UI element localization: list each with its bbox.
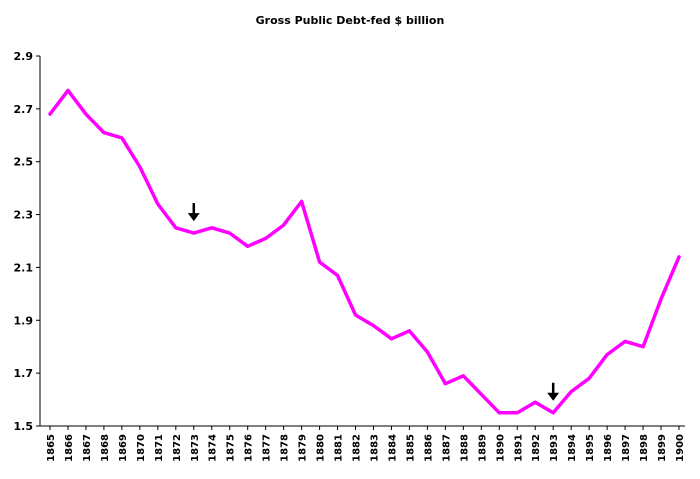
x-tick-label: 1897 bbox=[621, 434, 632, 462]
y-axis-ticks: 1.5 1.7 1.9 2.1 2.3 2.5 2.7 2.9 bbox=[14, 50, 40, 433]
y-tick-label: 1.5 bbox=[14, 420, 34, 433]
x-tick-label: 1893 bbox=[549, 434, 560, 462]
y-tick-label: 1.9 bbox=[14, 314, 34, 327]
down-arrow-annotation bbox=[187, 203, 200, 222]
x-tick-label: 1899 bbox=[657, 434, 668, 462]
x-tick-label: 1894 bbox=[567, 434, 578, 462]
x-tick-label: 1890 bbox=[495, 434, 506, 462]
x-tick-label: 1891 bbox=[513, 434, 524, 462]
x-tick-label: 1879 bbox=[298, 434, 309, 462]
x-tick-label: 1876 bbox=[244, 434, 255, 462]
x-tick-label: 1888 bbox=[459, 434, 470, 462]
x-tick-label: 1877 bbox=[262, 434, 273, 462]
x-tick-label: 1867 bbox=[82, 434, 93, 462]
x-tick-label: 1896 bbox=[603, 434, 614, 462]
x-tick-label: 1870 bbox=[136, 434, 147, 462]
series-line bbox=[48, 88, 681, 415]
y-tick-label: 2.9 bbox=[14, 50, 34, 63]
x-tick-label: 1866 bbox=[64, 434, 75, 462]
y-tick-label: 2.1 bbox=[14, 261, 34, 274]
x-tick-label: 1884 bbox=[387, 434, 398, 462]
x-tick-label: 1895 bbox=[585, 434, 596, 462]
x-tick-label: 1873 bbox=[190, 434, 201, 462]
x-tick-label: 1898 bbox=[639, 434, 650, 462]
chart-title: Gross Public Debt-fed $ billion bbox=[256, 14, 445, 27]
y-tick-label: 2.7 bbox=[14, 103, 34, 116]
x-tick-label: 1900 bbox=[675, 434, 686, 462]
x-tick-label: 1872 bbox=[172, 434, 183, 462]
x-tick-label: 1887 bbox=[441, 434, 452, 462]
x-axis-ticks: 1865 1866 1867 1868 1869 1870 1871 1872 1873 1874… bbox=[46, 426, 686, 462]
down-arrow-annotation bbox=[547, 382, 560, 401]
x-tick-label: 1883 bbox=[369, 434, 380, 462]
x-tick-label: 1869 bbox=[118, 434, 129, 462]
y-tick-label: 2.5 bbox=[14, 156, 34, 169]
x-tick-label: 1878 bbox=[280, 434, 291, 462]
y-tick-label: 1.7 bbox=[14, 367, 34, 380]
y-tick-label: 2.3 bbox=[14, 209, 34, 222]
x-tick-label: 1871 bbox=[154, 434, 165, 462]
x-tick-label: 1886 bbox=[423, 434, 434, 462]
x-tick-label: 1885 bbox=[405, 434, 416, 462]
axes bbox=[39, 56, 685, 427]
annotations bbox=[187, 203, 560, 401]
x-tick-label: 1892 bbox=[531, 434, 542, 462]
x-tick-label: 1889 bbox=[477, 434, 488, 462]
x-tick-label: 1874 bbox=[208, 434, 219, 462]
x-tick-label: 1875 bbox=[226, 434, 237, 462]
x-tick-label: 1868 bbox=[100, 434, 111, 462]
x-tick-label: 1880 bbox=[316, 434, 327, 462]
series-line-group bbox=[48, 88, 681, 415]
x-tick-label: 1865 bbox=[46, 434, 57, 462]
x-tick-label: 1881 bbox=[334, 434, 345, 462]
x-tick-label: 1882 bbox=[352, 434, 363, 462]
